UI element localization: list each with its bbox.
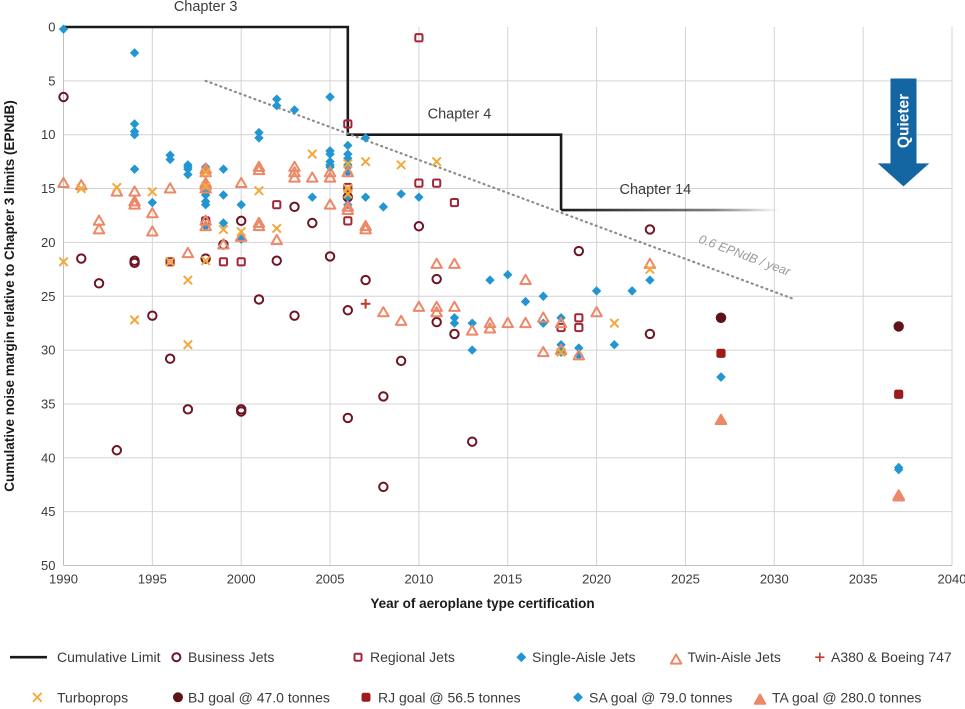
svg-text:2040: 2040 (938, 572, 965, 587)
svg-text:15: 15 (41, 181, 55, 196)
svg-text:40: 40 (41, 450, 55, 465)
svg-text:SA goal @ 79.0 tonnes: SA goal @ 79.0 tonnes (589, 689, 732, 705)
svg-text:2030: 2030 (760, 572, 789, 587)
svg-text:2020: 2020 (582, 572, 611, 587)
svg-text:2015: 2015 (493, 572, 522, 587)
svg-text:RJ goal @ 56.5 tonnes: RJ goal @ 56.5 tonnes (378, 689, 521, 705)
svg-text:30: 30 (41, 343, 55, 358)
svg-text:Single-Aisle Jets: Single-Aisle Jets (532, 649, 636, 665)
svg-text:2035: 2035 (849, 572, 878, 587)
svg-text:Twin-Aisle Jets: Twin-Aisle Jets (688, 649, 781, 665)
svg-text:5: 5 (48, 73, 55, 88)
svg-text:1990: 1990 (49, 572, 78, 587)
svg-text:TA goal @ 280.0 tonnes: TA goal @ 280.0 tonnes (772, 689, 921, 705)
svg-text:2010: 2010 (404, 572, 433, 587)
svg-text:45: 45 (41, 504, 55, 519)
svg-text:Regional Jets: Regional Jets (370, 649, 455, 665)
svg-text:0.6 EPNdB / year: 0.6 EPNdB / year (697, 232, 793, 279)
svg-text:Chapter 14: Chapter 14 (619, 182, 691, 198)
svg-text:10: 10 (41, 127, 55, 142)
svg-text:Chapter 4: Chapter 4 (428, 107, 492, 123)
svg-text:2000: 2000 (227, 572, 256, 587)
svg-text:BJ goal @ 47.0 tonnes: BJ goal @ 47.0 tonnes (188, 689, 330, 705)
svg-text:Cumulative Limit: Cumulative Limit (57, 649, 161, 665)
svg-text:A380 & Boeing 747: A380 & Boeing 747 (831, 649, 952, 665)
svg-text:20: 20 (41, 235, 55, 250)
svg-text:Chapter 3: Chapter 3 (174, 0, 238, 15)
svg-text:Turboprops: Turboprops (57, 689, 128, 705)
svg-text:35: 35 (41, 396, 55, 411)
svg-text:0: 0 (48, 20, 55, 35)
svg-text:1995: 1995 (138, 572, 167, 587)
svg-text:25: 25 (41, 289, 55, 304)
svg-text:2025: 2025 (671, 572, 700, 587)
svg-text:2005: 2005 (316, 572, 345, 587)
svg-text:Business Jets: Business Jets (188, 649, 274, 665)
svg-text:Quieter: Quieter (896, 94, 913, 148)
